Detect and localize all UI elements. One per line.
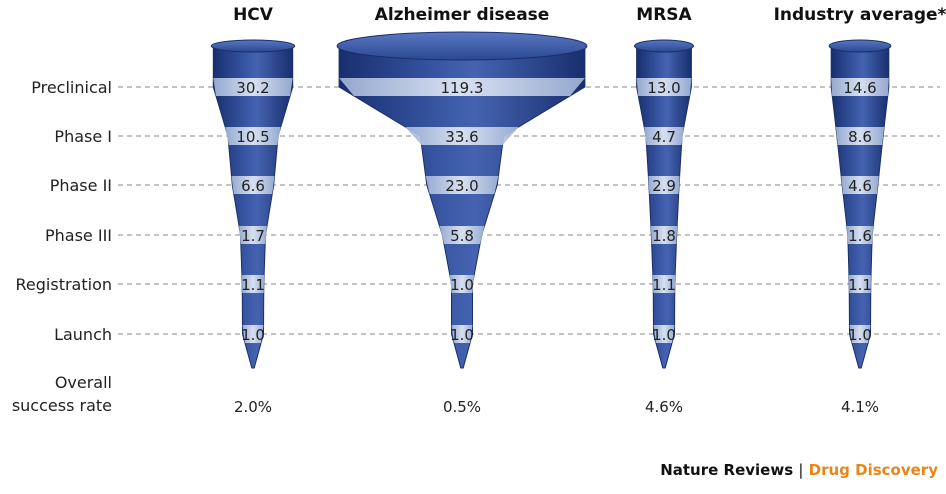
stage-label-phase-i: Phase I [54,127,112,146]
funnel-mrsa [634,39,694,369]
funnel-band-phase-i [644,127,684,145]
funnel-band-preclinical [213,78,293,96]
funnel-band-phase-iii [439,226,485,244]
funnel-band-phase-i [405,127,519,145]
funnel-band-phase-i [835,127,885,145]
summary-label-line-2: success rate [12,396,112,415]
funnel-band-registration [241,275,265,293]
funnel-band-phase-ii [231,176,275,194]
value-label-alzheimer-disease-registration: 1.0 [450,276,474,294]
value-label-mrsa-phase-i: 4.7 [652,128,676,146]
funnel-body [636,45,692,369]
value-label-hcv-phase-iii: 1.7 [241,227,265,245]
funnel-band-phase-iii [846,226,874,244]
value-label-mrsa-launch: 1.0 [652,326,676,344]
value-label-industry-average-phase-ii: 4.6 [848,177,872,195]
funnel-band-registration [449,275,475,293]
stage-label-preclinical: Preclinical [31,78,112,97]
column-title-hcv: HCV [233,5,274,25]
journal-credit: Nature Reviews | Drug Discovery [660,461,938,479]
value-label-hcv-registration: 1.1 [241,276,265,294]
value-label-mrsa-phase-iii: 1.8 [652,227,676,245]
funnel-band-phase-ii [841,176,879,194]
funnel-band-preclinical [831,78,889,96]
value-label-mrsa-registration: 1.1 [652,276,676,294]
funnel-rim [336,31,588,61]
funnel-rim [828,39,892,53]
value-label-alzheimer-disease-launch: 1.0 [450,326,474,344]
funnel-alzheimer-disease [336,31,588,369]
funnel-body [212,45,294,369]
value-label-hcv-launch: 1.0 [241,326,265,344]
funnel-band-preclinical [636,78,692,96]
stage-label-registration: Registration [16,275,112,294]
value-label-industry-average-phase-i: 8.6 [848,128,872,146]
column-title-industry-average: Industry average* [774,5,946,25]
summary-label-line-1: Overall [55,373,112,392]
funnel-band-phase-ii [648,176,680,194]
journal-subtitle: Drug Discovery [808,461,938,479]
funnel-hcv [210,39,296,369]
funnel-band-phase-i [225,127,281,145]
funnel-band-phase-iii [650,226,678,244]
value-label-alzheimer-disease-phase-ii: 23.0 [445,177,478,195]
value-label-alzheimer-disease-phase-iii: 5.8 [450,227,474,245]
funnel-band-registration [652,275,676,293]
stage-label-phase-iii: Phase III [45,226,112,245]
funnel-rim [210,39,296,53]
stage-label-launch: Launch [54,325,112,344]
value-label-hcv-phase-i: 10.5 [236,128,269,146]
journal-name: Nature Reviews [660,461,794,479]
value-label-hcv-phase-ii: 6.6 [241,177,265,195]
funnel-band-launch [242,325,264,343]
funnels [210,31,892,369]
success-rate-alzheimer-disease: 0.5% [443,398,481,416]
value-label-industry-average-preclinical: 14.6 [843,79,876,97]
funnel-band-phase-iii [239,226,267,244]
funnel-band-phase-ii [425,176,499,194]
labels: Preclinical Phase I Phase II Phase III Regis… [12,5,946,416]
column-title-mrsa: MRSA [636,5,692,25]
funnel-band-registration [848,275,872,293]
funnel-band-launch [451,325,473,343]
value-label-mrsa-phase-ii: 2.9 [652,177,676,195]
success-rate-industry-average: 4.1% [841,398,879,416]
funnel-band-launch [653,325,675,343]
value-label-industry-average-launch: 1.0 [848,326,872,344]
value-label-industry-average-phase-iii: 1.6 [848,227,872,245]
value-label-mrsa-preclinical: 13.0 [647,79,680,97]
value-label-alzheimer-disease-preclinical: 119.3 [441,79,484,97]
value-label-alzheimer-disease-phase-i: 33.6 [445,128,478,146]
success-rate-mrsa: 4.6% [645,398,683,416]
funnel-band-preclinical [339,78,585,96]
funnel-band-launch [849,325,871,343]
credit-separator: | [798,461,804,479]
value-label-industry-average-registration: 1.1 [848,276,872,294]
funnel-industry-average [828,39,892,369]
success-rate-hcv: 2.0% [234,398,272,416]
funnel-rim [634,39,694,53]
value-label-hcv-preclinical: 30.2 [236,79,269,97]
funnel-body [830,45,890,369]
funnel-body [338,45,586,369]
column-title-alzheimer-disease: Alzheimer disease [375,5,550,25]
stage-label-phase-ii: Phase II [50,176,112,195]
